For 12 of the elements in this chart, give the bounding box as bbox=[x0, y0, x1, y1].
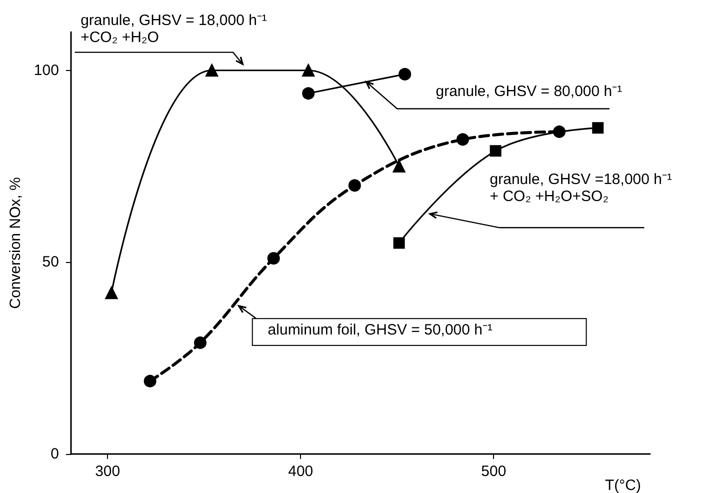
series-label: granule, GHSV =18,000 h⁻¹ + CO₂ +H₂O+SO₂ bbox=[490, 171, 672, 206]
y-tick-label: 100 bbox=[34, 62, 59, 79]
x-axis-title: T(°C) bbox=[605, 477, 641, 493]
y-axis-title: Conversion NOx, % bbox=[7, 177, 24, 309]
y-tick-label: 50 bbox=[42, 254, 59, 271]
text: aluminum foil, GHSV = 50,000 h⁻¹ bbox=[268, 321, 493, 338]
y-tick-label: 0 bbox=[50, 446, 59, 462]
x-tick-label: 300 bbox=[95, 463, 120, 480]
series-label: granule, GHSV = 80,000 h⁻¹ bbox=[436, 82, 622, 100]
x-tick-label: 400 bbox=[288, 463, 314, 480]
x-tick-label: 500 bbox=[481, 463, 506, 480]
series-label: granule, GHSV = 18,000 h⁻¹ +CO₂ +H₂O bbox=[80, 12, 267, 46]
